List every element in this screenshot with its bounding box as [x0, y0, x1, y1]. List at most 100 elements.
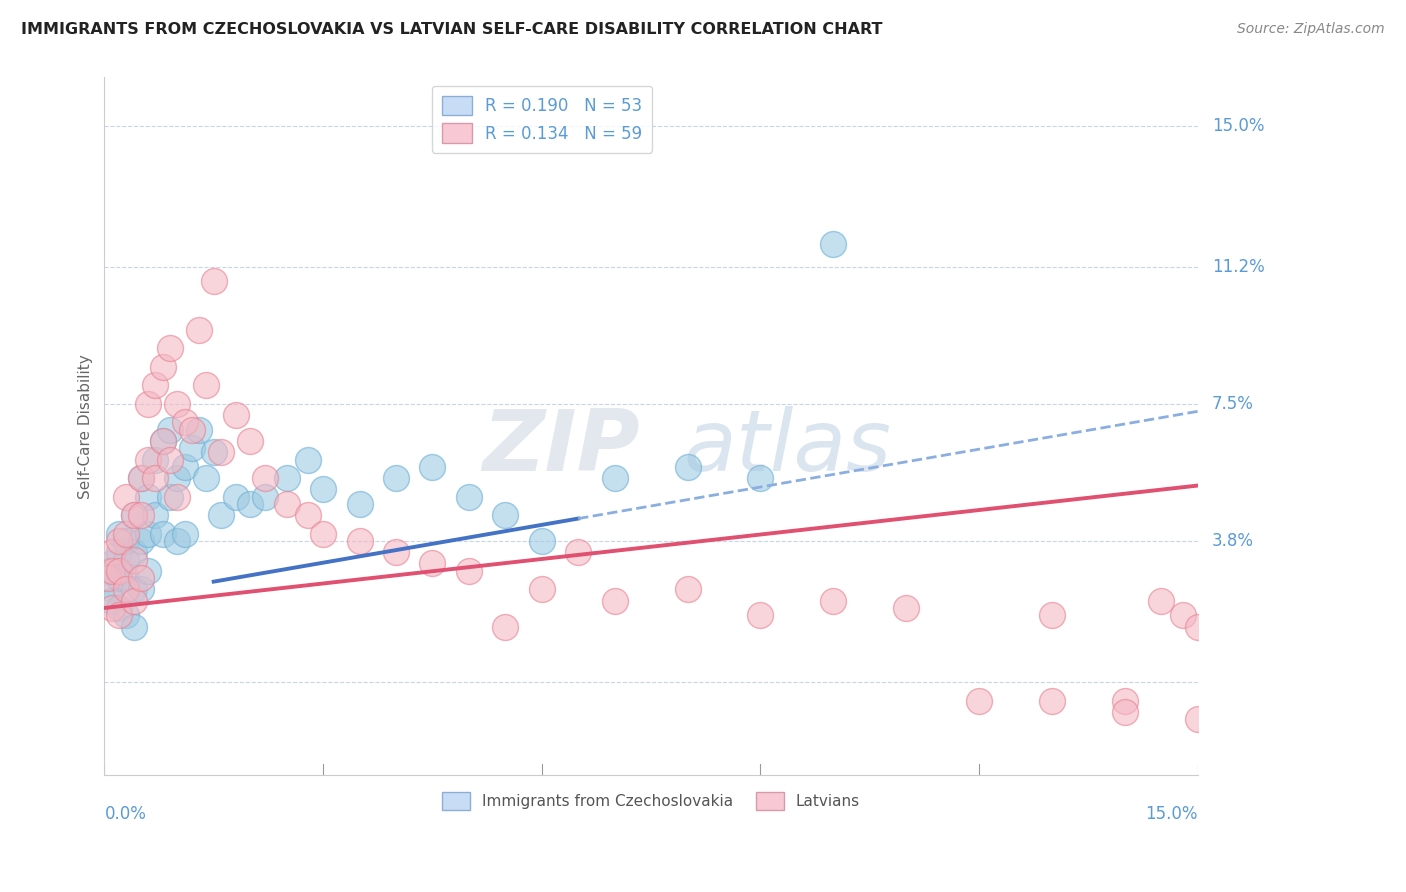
Point [100, 593, 122, 607]
Point [253, 490, 276, 504]
Point [108, 564, 131, 578]
Point [115, 571, 138, 585]
Point [108, 526, 131, 541]
Legend: Immigrants from Czechoslovakia, Latvians: Immigrants from Czechoslovakia, Latvians [436, 786, 866, 816]
Point [173, 416, 195, 430]
Text: ZIP: ZIP [482, 406, 640, 489]
Point [166, 397, 188, 411]
Point [422, 460, 444, 475]
Point [1114, 694, 1136, 708]
Point [209, 445, 232, 459]
Point [1173, 608, 1195, 623]
Point [108, 608, 131, 623]
Point [823, 237, 845, 252]
Point [312, 482, 335, 496]
Point [108, 534, 131, 549]
Point [1187, 619, 1209, 633]
Point [188, 323, 211, 337]
Point [108, 571, 131, 585]
Text: Source: ZipAtlas.com: Source: ZipAtlas.com [1237, 22, 1385, 37]
Point [115, 534, 138, 549]
Point [225, 490, 247, 504]
Point [108, 545, 131, 559]
Point [159, 452, 181, 467]
Point [152, 526, 174, 541]
Point [145, 452, 167, 467]
Point [422, 557, 444, 571]
Point [209, 508, 232, 523]
Point [100, 557, 122, 571]
Point [603, 593, 626, 607]
Point [152, 434, 174, 448]
Text: 0.0%: 0.0% [104, 805, 146, 823]
Point [1040, 694, 1063, 708]
Text: 15.0%: 15.0% [1146, 805, 1198, 823]
Point [195, 471, 218, 485]
Point [494, 619, 516, 633]
Point [457, 490, 479, 504]
Point [129, 508, 152, 523]
Point [195, 378, 218, 392]
Point [349, 534, 371, 549]
Point [122, 545, 145, 559]
Point [253, 471, 276, 485]
Text: 3.8%: 3.8% [1212, 533, 1254, 550]
Point [100, 545, 122, 559]
Text: 7.5%: 7.5% [1212, 395, 1254, 413]
Point [115, 490, 138, 504]
Point [152, 434, 174, 448]
Point [225, 408, 247, 422]
Point [1187, 712, 1209, 726]
Text: IMMIGRANTS FROM CZECHOSLOVAKIA VS LATVIAN SELF-CARE DISABILITY CORRELATION CHART: IMMIGRANTS FROM CZECHOSLOVAKIA VS LATVIA… [21, 22, 883, 37]
Point [457, 564, 479, 578]
Point [239, 434, 262, 448]
Point [494, 508, 516, 523]
Point [122, 553, 145, 567]
Point [1150, 593, 1173, 607]
Point [136, 397, 159, 411]
Point [145, 471, 167, 485]
Point [136, 452, 159, 467]
Point [129, 471, 152, 485]
Point [297, 452, 319, 467]
Point [1040, 608, 1063, 623]
Point [823, 593, 845, 607]
Point [239, 497, 262, 511]
Point [159, 341, 181, 355]
Point [180, 442, 202, 456]
Point [122, 593, 145, 607]
Point [173, 526, 195, 541]
Y-axis label: Self-Care Disability: Self-Care Disability [79, 354, 93, 499]
Point [173, 460, 195, 475]
Point [159, 423, 181, 437]
Point [108, 601, 131, 615]
Point [276, 497, 298, 511]
Point [297, 508, 319, 523]
Point [129, 471, 152, 485]
Point [385, 545, 408, 559]
Point [122, 508, 145, 523]
Point [97, 571, 120, 585]
Point [166, 534, 188, 549]
Point [100, 601, 122, 615]
Point [276, 471, 298, 485]
Point [122, 582, 145, 597]
Point [100, 564, 122, 578]
Point [136, 490, 159, 504]
Point [136, 564, 159, 578]
Point [530, 582, 553, 597]
Text: 15.0%: 15.0% [1212, 117, 1264, 135]
Point [349, 497, 371, 511]
Point [567, 545, 589, 559]
Point [145, 508, 167, 523]
Point [145, 378, 167, 392]
Point [603, 471, 626, 485]
Point [180, 423, 202, 437]
Point [967, 694, 990, 708]
Point [530, 534, 553, 549]
Point [749, 471, 772, 485]
Point [166, 490, 188, 504]
Point [100, 582, 122, 597]
Point [159, 490, 181, 504]
Point [152, 359, 174, 374]
